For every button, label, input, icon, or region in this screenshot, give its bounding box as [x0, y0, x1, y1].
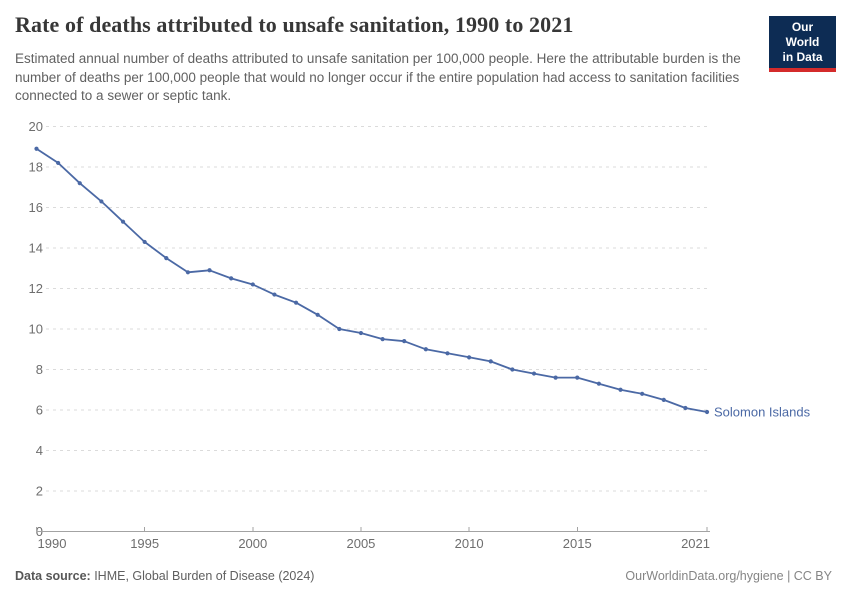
x-axis-tick-label: 2000 [238, 536, 267, 551]
data-source-text: IHME, Global Burden of Disease (2024) [90, 569, 315, 583]
data-point [250, 282, 255, 287]
data-point [229, 276, 234, 281]
chart-title: Rate of deaths attributed to unsafe sani… [15, 12, 574, 37]
x-axis-tick-label: 2005 [346, 536, 375, 551]
data-source: Data source: IHME, Global Burden of Dise… [15, 569, 314, 583]
data-point [99, 199, 104, 204]
data-point [164, 256, 169, 261]
data-point [337, 326, 342, 332]
y-axis-tick-label: 10 [29, 322, 43, 337]
series-line[interactable] [35, 147, 708, 413]
data-point [510, 367, 515, 372]
data-point [531, 371, 537, 376]
data-point [315, 312, 320, 317]
owid-logo-line2: in Data [782, 50, 823, 64]
data-point [293, 300, 299, 305]
owid-logo-line1: Our World [785, 20, 820, 49]
data-point [56, 160, 61, 166]
y-axis-tick-label: 18 [29, 160, 43, 175]
data-point [272, 292, 277, 297]
chart-subtitle: Estimated annual number of deaths attrib… [15, 51, 741, 104]
data-point [553, 375, 558, 380]
y-axis-tick-label: 16 [29, 200, 43, 215]
data-point [683, 405, 688, 411]
data-point [704, 409, 710, 415]
data-point [402, 339, 407, 344]
y-axis-tick-label: 14 [29, 241, 43, 256]
x-axis-tick-label: 1990 [38, 536, 67, 551]
owid-logo[interactable]: Our World in Data [769, 16, 836, 72]
y-axis-tick-label: 4 [36, 443, 43, 458]
data-point [640, 391, 645, 396]
x-axis-tick-label: 2010 [455, 536, 484, 551]
y-axis-tick-label: 6 [36, 403, 43, 418]
data-point [661, 397, 666, 402]
x-axis-tick-label: 1995 [130, 536, 159, 551]
data-point [207, 268, 212, 273]
data-point [618, 387, 623, 392]
data-point [423, 347, 428, 352]
data-point [445, 351, 450, 356]
y-axis-tick-label: 2 [36, 484, 43, 499]
x-axis-tick-label: 2021 [681, 536, 710, 551]
y-axis-tick-label: 20 [29, 119, 43, 134]
y-axis-tick-label: 12 [29, 281, 43, 296]
data-point [467, 355, 472, 360]
data-point [142, 239, 147, 245]
data-point [380, 337, 385, 342]
data-point [596, 381, 601, 386]
data-point [120, 219, 126, 224]
data-point [488, 359, 493, 364]
data-point [77, 181, 82, 186]
chart-footer: Data source: IHME, Global Burden of Dise… [15, 569, 832, 583]
data-point [575, 375, 580, 380]
credit-link[interactable]: OurWorldinData.org/hygiene | CC BY [625, 569, 832, 583]
data-source-label: Data source: [15, 569, 91, 583]
data-point [358, 330, 364, 336]
y-axis-tick-label: 8 [36, 362, 43, 377]
series-end-label[interactable]: Solomon Islands [714, 405, 811, 420]
data-point [185, 270, 191, 275]
x-axis-tick-label: 2015 [563, 536, 592, 551]
data-point [34, 146, 39, 151]
